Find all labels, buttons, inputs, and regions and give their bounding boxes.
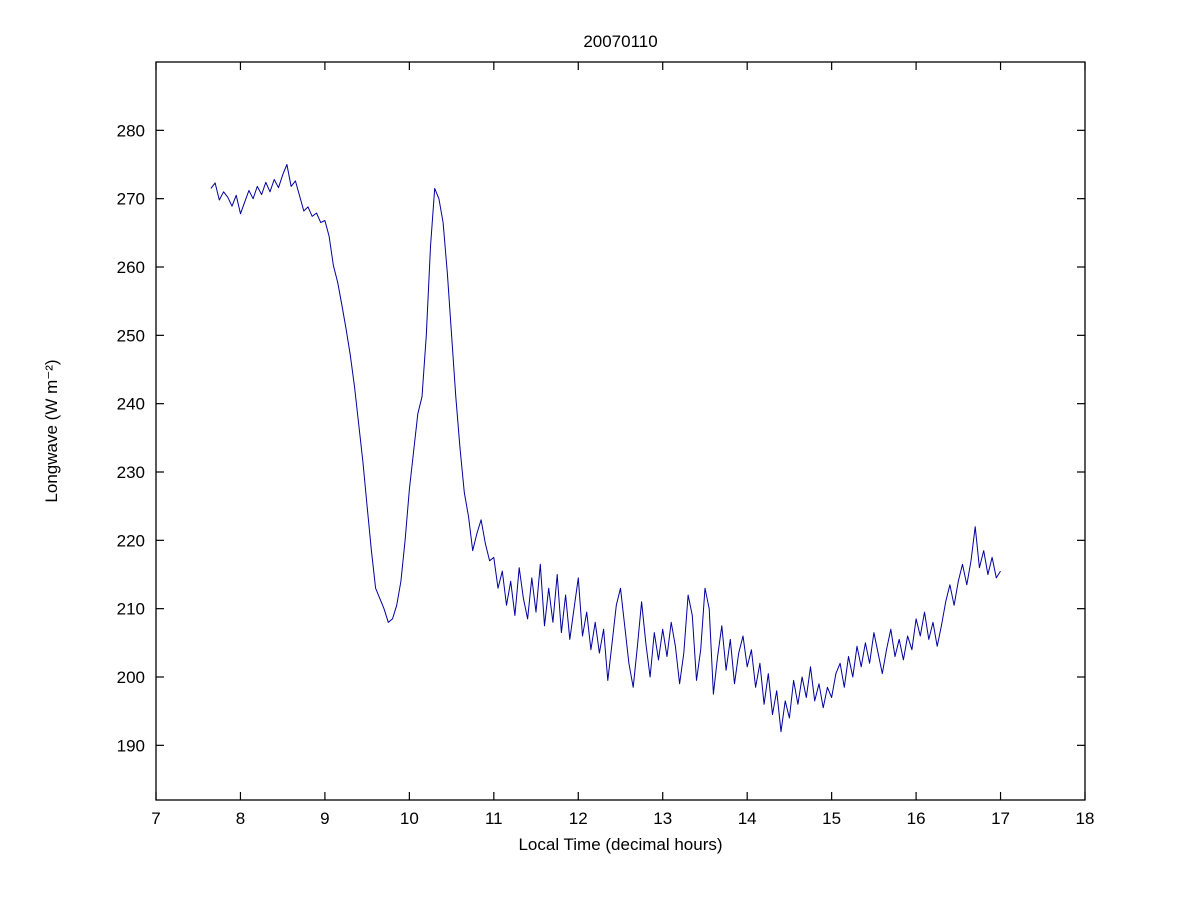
data-line-longwave-irradiance <box>210 164 1001 733</box>
x-tick-label: 12 <box>569 809 588 828</box>
x-tick-label: 15 <box>822 809 841 828</box>
y-tick-label: 260 <box>117 258 145 277</box>
axes-box <box>155 61 1086 801</box>
y-tick-label: 230 <box>117 463 145 482</box>
x-tick-label: 16 <box>907 809 926 828</box>
y-tick-label: 240 <box>117 395 145 414</box>
y-tick-label: 220 <box>117 531 145 550</box>
y-tick-label: 250 <box>117 326 145 345</box>
x-tick-label: 7 <box>151 809 160 828</box>
x-tick-label: 14 <box>738 809 757 828</box>
axes-layer: 7 8 9 10 11 12 13 14 15 16 17 18 190 200 210 220 230 240 2… <box>117 61 1095 828</box>
x-tick-label: 13 <box>653 809 672 828</box>
x-tick-label: 17 <box>991 809 1010 828</box>
y-tick-label: 270 <box>117 190 145 209</box>
x-axis-label: Local Time (decimal hours) <box>518 835 722 854</box>
x-tick-label: 10 <box>400 809 419 828</box>
y-tick-label: 200 <box>117 668 145 687</box>
x-tick-label: 8 <box>236 809 245 828</box>
y-tick-label: 210 <box>117 600 145 619</box>
x-tick-label: 9 <box>320 809 329 828</box>
x-tick-label: 18 <box>1076 809 1095 828</box>
y-tick-label: 280 <box>117 121 145 140</box>
x-tick-label: 11 <box>485 809 503 828</box>
y-axis-label: Longwave (W m⁻²) <box>42 359 61 502</box>
chart-title: 20070110 <box>583 32 657 51</box>
y-tick-label: 190 <box>117 736 145 755</box>
series-layer <box>210 164 1001 733</box>
